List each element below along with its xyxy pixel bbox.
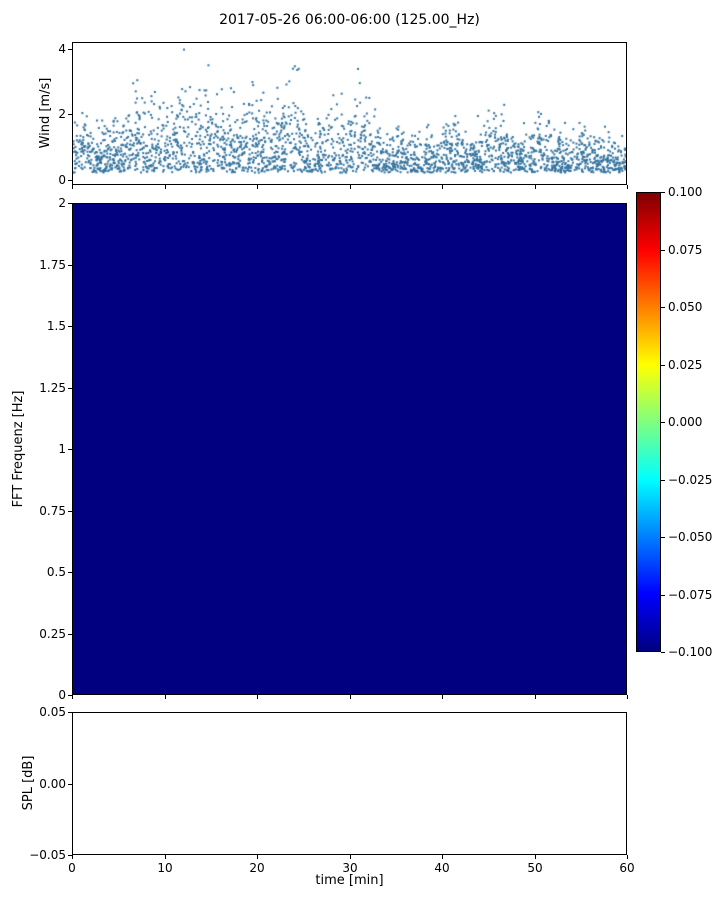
y-tick-label: 1.75 bbox=[39, 258, 66, 272]
colorbar-tick-label: 0.050 bbox=[668, 300, 703, 314]
x-tick-label: 40 bbox=[434, 861, 450, 875]
y-tick-mark bbox=[68, 388, 72, 389]
colorbar-tick-label: 0.000 bbox=[668, 415, 703, 429]
x-tick-mark bbox=[257, 855, 258, 859]
colorbar-tick-label: 0.100 bbox=[668, 185, 703, 199]
y-tick-mark bbox=[68, 180, 72, 181]
colorbar-tick-label: −0.100 bbox=[668, 645, 713, 659]
x-tick-mark bbox=[442, 695, 443, 699]
colorbar-tick-label: 0.075 bbox=[668, 243, 703, 257]
y-tick-label: 0 bbox=[58, 173, 66, 187]
colorbar-tick-label: −0.075 bbox=[668, 588, 713, 602]
colorbar-tick-mark bbox=[661, 192, 665, 193]
x-tick-mark bbox=[535, 185, 536, 189]
y-tick-label: 1.25 bbox=[39, 381, 66, 395]
colorbar bbox=[636, 192, 661, 652]
x-tick-label: 10 bbox=[157, 861, 173, 875]
y-tick-label: 1 bbox=[58, 442, 66, 456]
y-tick-label: 1.5 bbox=[46, 319, 66, 333]
y-tick-mark bbox=[68, 449, 72, 450]
colorbar-tick-label: 0.025 bbox=[668, 358, 703, 372]
spl-axes bbox=[72, 712, 627, 855]
colorbar-tick-mark bbox=[661, 422, 665, 423]
y-tick-mark bbox=[68, 114, 72, 115]
colorbar-gradient bbox=[637, 193, 660, 651]
colorbar-tick-label: −0.050 bbox=[668, 530, 713, 544]
x-tick-mark bbox=[72, 185, 73, 189]
colorbar-tick-mark bbox=[661, 307, 665, 308]
y-tick-mark bbox=[68, 695, 72, 696]
x-tick-label: 30 bbox=[342, 861, 358, 875]
x-tick-mark bbox=[535, 855, 536, 859]
x-tick-mark bbox=[627, 185, 628, 189]
x-tick-mark bbox=[72, 855, 73, 859]
y-tick-mark bbox=[68, 203, 72, 204]
y-tick-mark bbox=[68, 511, 72, 512]
wind-scatter-canvas bbox=[73, 43, 626, 184]
x-tick-mark bbox=[442, 855, 443, 859]
colorbar-tick-label: −0.025 bbox=[668, 473, 713, 487]
x-tick-label: 60 bbox=[619, 861, 635, 875]
y-tick-label: 0.00 bbox=[39, 777, 66, 791]
y-tick-label: 2 bbox=[58, 107, 66, 121]
y-tick-label: 0.5 bbox=[46, 565, 66, 579]
colorbar-tick-mark bbox=[661, 537, 665, 538]
x-tick-mark bbox=[627, 695, 628, 699]
fft-axes bbox=[72, 203, 627, 695]
y-tick-mark bbox=[68, 49, 72, 50]
y-tick-mark bbox=[68, 634, 72, 635]
colorbar-tick-mark bbox=[661, 365, 665, 366]
y-tick-label: 0 bbox=[58, 688, 66, 702]
x-tick-label: 50 bbox=[527, 861, 543, 875]
y-tick-mark bbox=[68, 712, 72, 713]
y-tick-mark bbox=[68, 265, 72, 266]
y-tick-mark bbox=[68, 855, 72, 856]
x-tick-mark bbox=[165, 695, 166, 699]
colorbar-tick-mark bbox=[661, 595, 665, 596]
y-tick-mark bbox=[68, 572, 72, 573]
x-tick-mark bbox=[165, 855, 166, 859]
x-tick-label: 0 bbox=[68, 861, 76, 875]
colorbar-tick-mark bbox=[661, 250, 665, 251]
colorbar-tick-mark bbox=[661, 652, 665, 653]
x-tick-mark bbox=[72, 695, 73, 699]
y-tick-label: 0.05 bbox=[39, 705, 66, 719]
figure-title: 2017-05-26 06:00-06:00 (125.00_Hz) bbox=[219, 12, 480, 28]
y-tick-label: 2 bbox=[58, 196, 66, 210]
x-tick-mark bbox=[442, 185, 443, 189]
x-tick-mark bbox=[165, 185, 166, 189]
y-tick-mark bbox=[68, 326, 72, 327]
x-tick-mark bbox=[257, 695, 258, 699]
y-tick-label: 4 bbox=[58, 42, 66, 56]
x-tick-mark bbox=[627, 855, 628, 859]
colorbar-tick-mark bbox=[661, 480, 665, 481]
x-tick-mark bbox=[350, 185, 351, 189]
fft-heatmap-fill bbox=[73, 204, 626, 694]
y-tick-label: 0.25 bbox=[39, 627, 66, 641]
x-tick-label: 20 bbox=[249, 861, 265, 875]
x-tick-mark bbox=[350, 855, 351, 859]
y-tick-label: −0.05 bbox=[29, 848, 66, 862]
x-tick-mark bbox=[350, 695, 351, 699]
wind-axes bbox=[72, 42, 627, 185]
x-axis-label: time [min] bbox=[315, 873, 384, 888]
y-tick-label: 0.75 bbox=[39, 504, 66, 518]
x-tick-mark bbox=[535, 695, 536, 699]
y-tick-mark bbox=[68, 784, 72, 785]
x-tick-mark bbox=[257, 185, 258, 189]
